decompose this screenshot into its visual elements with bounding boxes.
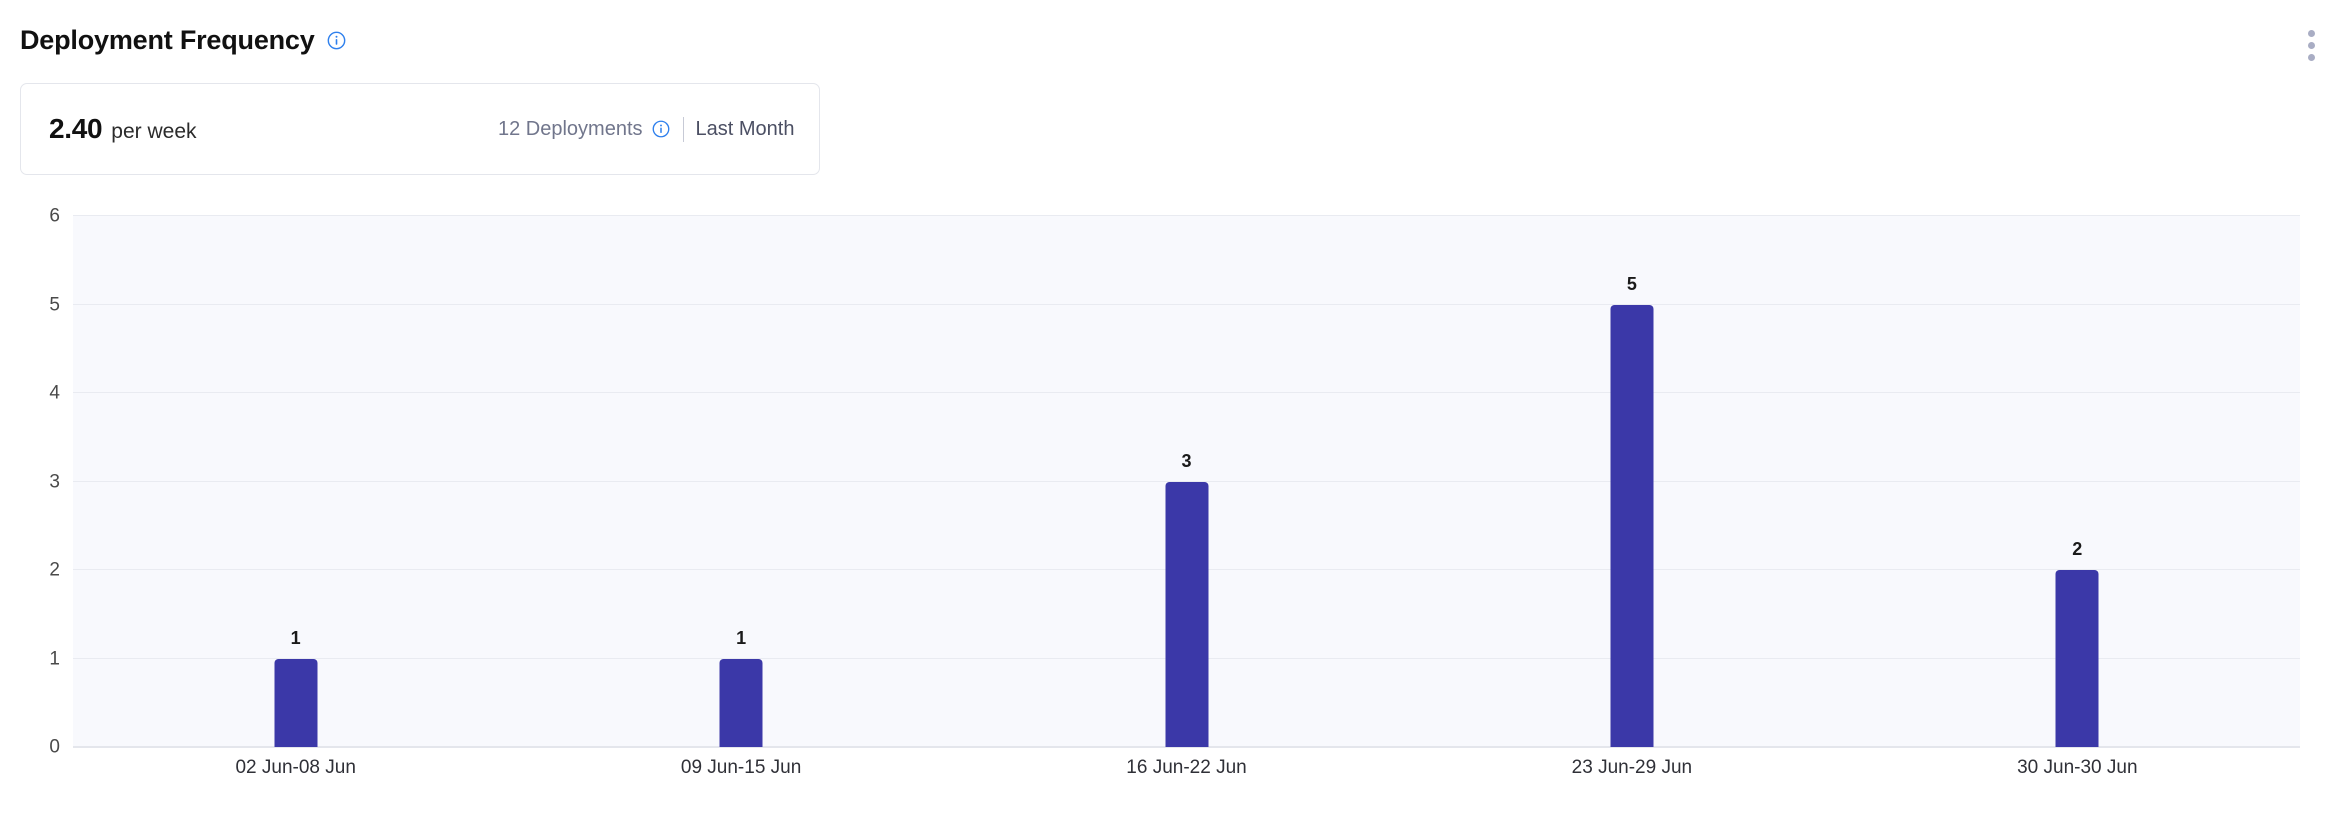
gridline	[73, 480, 2300, 482]
summary-divider	[682, 116, 684, 142]
y-axis-tick-label: 1	[49, 648, 60, 669]
bar[interactable]	[274, 658, 318, 747]
gridline	[73, 303, 2300, 305]
bar-group[interactable]: 5	[1610, 216, 1654, 747]
page-title: Deployment Frequency	[20, 25, 315, 55]
bar[interactable]	[1165, 481, 1208, 747]
title-row: Deployment Frequency	[20, 24, 346, 56]
bar-group[interactable]: 3	[1165, 216, 1208, 747]
x-axis-tick-label: 02 Jun-08 Jun	[235, 757, 356, 778]
gridline	[73, 392, 2300, 393]
info-circle-icon[interactable]	[327, 31, 346, 50]
summary-card: 2.40 per week 12 Deployments Last Month	[20, 83, 820, 175]
y-axis-tick-label: 2	[49, 559, 60, 581]
y-axis-tick-label: 4	[49, 382, 60, 404]
bar-value-label: 3	[1181, 450, 1192, 471]
summary-unit: per week	[111, 120, 197, 143]
axis-baseline	[73, 746, 2300, 748]
bar[interactable]	[1610, 304, 1654, 747]
summary-primary: 2.40 per week	[49, 113, 197, 145]
bar-value-label: 5	[1626, 273, 1637, 294]
bar-value-label: 2	[2072, 539, 2083, 559]
widget-header: Deployment Frequency	[0, 0, 2342, 88]
gridline	[73, 215, 2300, 216]
bar-group[interactable]: 1	[274, 216, 318, 747]
y-axis-tick-label: 5	[49, 294, 60, 315]
x-axis-tick-label: 09 Jun-15 Jun	[680, 757, 802, 778]
kebab-menu-icon[interactable]	[2290, 22, 2332, 68]
deployments-count: 12 Deployments	[498, 117, 643, 140]
x-axis-tick-label: 23 Jun-29 Jun	[1571, 757, 1693, 778]
bar[interactable]	[2055, 570, 2099, 747]
kebab-dot-2	[2307, 41, 2315, 49]
bar-group[interactable]: 2	[2055, 216, 2099, 747]
kebab-dot-3	[2307, 53, 2315, 61]
bar-value-label: 1	[736, 627, 747, 648]
bar-value-label: 1	[290, 627, 301, 648]
y-axis-tick-label: 6	[49, 205, 60, 227]
y-axis-tick-label: 3	[49, 471, 60, 492]
x-axis-tick-label: 16 Jun-22 Jun	[1126, 757, 1247, 778]
bar[interactable]	[719, 658, 763, 747]
y-axis: 0 1 2 3 4 5 6	[0, 207, 60, 757]
deployment-frequency-chart: 0 1 2 3 4 5 6 1 1 3 5 2 02 Jun-08 Jun 09 Jun-15 Jun…	[0, 195, 2342, 832]
x-axis: 02 Jun-08 Jun 09 Jun-15 Jun 16 Jun-22 Jun 2…	[73, 756, 2300, 796]
x-axis-tick-label: 30 Jun-30 Jun	[2017, 757, 2138, 778]
deployments-info-circle-icon[interactable]	[652, 120, 671, 139]
y-axis-tick-label: 0	[49, 736, 60, 758]
summary-period: Last Month	[695, 117, 795, 140]
summary-secondary: 12 Deployments Last Month	[498, 116, 795, 142]
bars-layer: 1 1 3 5 2	[73, 216, 2300, 747]
bar-group[interactable]: 1	[719, 216, 763, 747]
kebab-dot-1	[2307, 29, 2315, 37]
summary-value: 2.40	[49, 113, 103, 144]
